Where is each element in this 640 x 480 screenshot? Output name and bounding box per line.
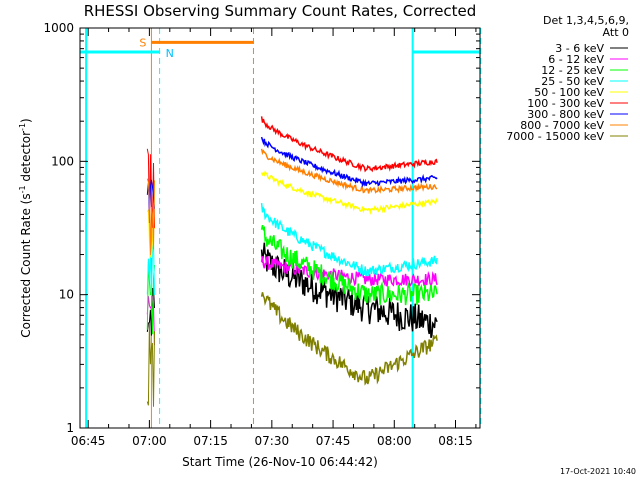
series-line-7000-15000-kev <box>260 292 438 386</box>
x-tick-label: 08:00 <box>377 434 412 448</box>
series-line-3-6-kev <box>260 242 438 339</box>
generation-timestamp: 17-Oct-2021 10:40 <box>560 467 636 476</box>
x-tick-label: 07:45 <box>316 434 351 448</box>
series-line-100-300-kev <box>260 116 438 173</box>
legend-entry-label: 100 - 300 keV <box>527 97 604 110</box>
legend-entry-label: 50 - 100 keV <box>534 86 604 99</box>
y-axis-label-part-3: ) <box>19 118 33 123</box>
y-axis-label: Corrected Count Rate (s-1 detector-1) <box>18 118 33 337</box>
saa-label: S <box>139 36 146 49</box>
legend-entry-label: 800 - 7000 keV <box>520 119 604 132</box>
legend-entry-label: 12 - 25 keV <box>541 64 604 77</box>
x-tick-label: 07:15 <box>193 434 228 448</box>
series-spike-7 <box>146 178 155 256</box>
chart-title: RHESSI Observing Summary Count Rates, Co… <box>84 2 477 20</box>
legend-entry-label: 300 - 800 keV <box>527 108 604 121</box>
y-axis-label-exponent-2: -1 <box>18 123 27 131</box>
series-spike-4 <box>146 200 155 259</box>
legend-header-line-2: Att 0 <box>603 26 629 39</box>
legend-entry-label: 25 - 50 keV <box>541 75 604 88</box>
y-tick-label: 100 <box>51 154 74 168</box>
y-axis-label-part-1: Corrected Count Rate (s <box>19 193 33 337</box>
x-tick-label: 07:30 <box>255 434 290 448</box>
series-layer <box>146 116 438 407</box>
series-spike-8 <box>146 322 155 407</box>
x-tick-label: 06:45 <box>71 434 106 448</box>
night-label: N <box>166 47 174 60</box>
legend-entry-label: 7000 - 15000 keV <box>506 130 604 143</box>
plot-frame <box>79 27 481 429</box>
y-axis-label-part-2: detector <box>19 131 33 186</box>
y-axis-label-exponent-1: -1 <box>18 185 27 193</box>
annotation-layer: SN <box>80 28 482 428</box>
legend-entry-label: 6 - 12 keV <box>548 53 604 66</box>
series-line-800-7000-kev <box>260 148 438 194</box>
svg-text:Corrected Count Rate (s-1 dete: Corrected Count Rate (s-1 detector-1) <box>18 118 33 337</box>
x-axis: 06:45 07:00 07:15 07:30 07:45 08:00 08:15 <box>71 28 477 448</box>
series-line-12-25-kev <box>260 225 438 306</box>
y-axis: 1 10 100 1000 <box>43 21 480 435</box>
series-line-25-50-kev <box>260 203 438 277</box>
legend-header-line-1: Det 1,3,4,5,6,9, <box>543 14 629 27</box>
legend-entry-label: 3 - 6 keV <box>555 42 604 55</box>
x-axis-label: Start Time (26-Nov-10 06:44:42) <box>182 455 378 469</box>
y-tick-label: 10 <box>59 288 74 302</box>
x-tick-label: 07:00 <box>132 434 167 448</box>
x-tick-label: 08:15 <box>438 434 473 448</box>
y-tick-label: 1 <box>66 421 74 435</box>
series-line-50-100-kev <box>260 170 438 215</box>
series-line-300-800-kev <box>260 136 438 188</box>
y-tick-label: 1000 <box>43 21 74 35</box>
